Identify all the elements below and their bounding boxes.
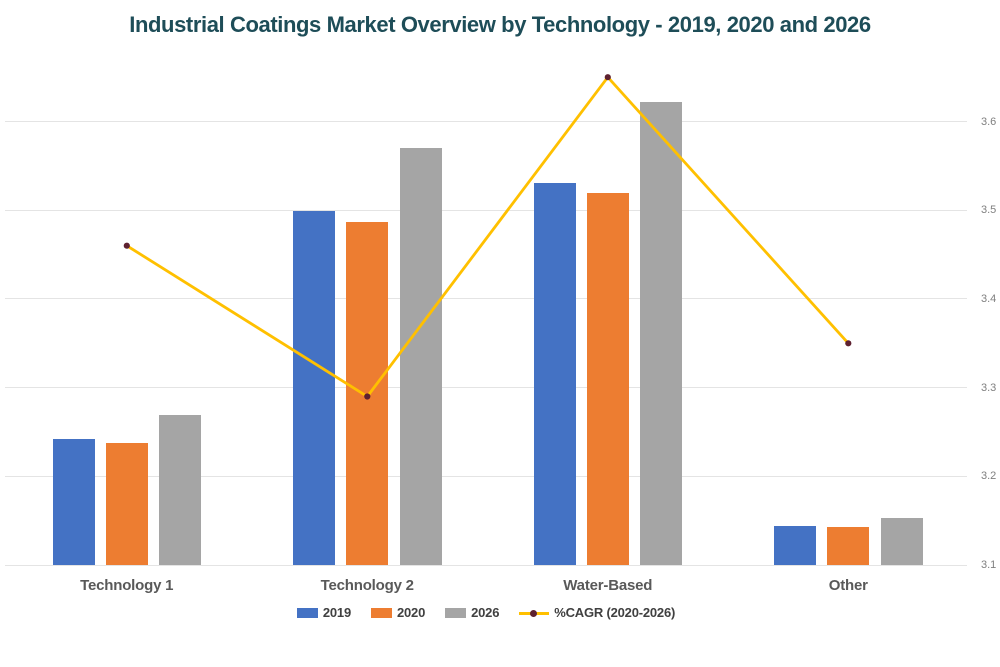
legend-item-2020: 2020 <box>371 605 425 620</box>
x-axis-label-other: Other <box>828 577 868 594</box>
gridline-3.3 <box>5 387 967 389</box>
bar-2026-technology-2 <box>399 147 442 565</box>
bar-2020-other <box>827 527 870 565</box>
x-axis-label-technology-2: Technology 2 <box>320 577 414 594</box>
legend-line-marker-icon <box>519 608 550 618</box>
bar-2020-water-based <box>586 192 629 565</box>
right-axis-tick-3.4: 3.4 <box>981 292 997 305</box>
plot-area: 3.6 3.5 3.4 3.3 3.2 3.1 <box>5 75 996 571</box>
cagr-line <box>126 75 850 398</box>
bar-2019-other <box>774 526 817 565</box>
bar-2019-technology-1 <box>52 438 95 565</box>
cagr-marker-water-based <box>604 74 611 81</box>
cagr-marker-technology-1 <box>123 242 130 249</box>
right-axis-tick-3.6: 3.6 <box>981 115 997 128</box>
bar-2026-other <box>880 518 923 565</box>
bar-2020-technology-1 <box>105 442 148 565</box>
x-axis-label-technology-1: Technology 1 <box>80 577 174 594</box>
legend-swatch-icon-2026 <box>445 607 467 618</box>
x-axis-label-water-based: Water-Based <box>563 577 653 594</box>
right-axis-tick-3.5: 3.5 <box>981 204 997 217</box>
gridline-3.1 <box>5 564 967 566</box>
legend-swatch-icon-2020 <box>371 607 392 618</box>
gridline-3.6 <box>5 121 967 122</box>
legend-swatch-icon-2019 <box>296 607 318 618</box>
bar-2019-technology-2 <box>293 210 336 565</box>
gridline-3.2 <box>5 475 967 477</box>
legend-item-2019: 2019 <box>296 605 351 620</box>
right-axis-tick-3.2: 3.2 <box>981 470 997 483</box>
cagr-marker-technology-2 <box>364 393 371 400</box>
cagr-line-layer <box>123 74 852 400</box>
right-axis-tick-3.1: 3.1 <box>981 559 997 571</box>
legend-label-2019: 2019 <box>322 605 351 620</box>
legend-label-cagr-2020-2026: %CAGR (2020-2026) <box>554 605 676 620</box>
chart-title: Industrial Coatings Market Overview by T… <box>129 12 871 37</box>
right-axis-tick-3.3: 3.3 <box>981 381 997 394</box>
bar-2026-technology-1 <box>159 414 202 565</box>
legend-item-cagr-2020-2026: %CAGR (2020-2026) <box>519 605 675 620</box>
bar-2019-water-based <box>533 182 576 565</box>
legend-label-2020: 2020 <box>397 605 426 620</box>
gridline-3.4 <box>5 298 967 300</box>
legend-item-2026: 2026 <box>445 605 499 620</box>
legend-label-2026: 2026 <box>471 605 500 620</box>
bar-2026-water-based <box>640 102 683 565</box>
cagr-marker-other <box>845 340 852 347</box>
legend: 2019 2020 2026 %CAGR (2020-2026) <box>5 605 967 620</box>
gridline-3.5 <box>5 209 967 211</box>
